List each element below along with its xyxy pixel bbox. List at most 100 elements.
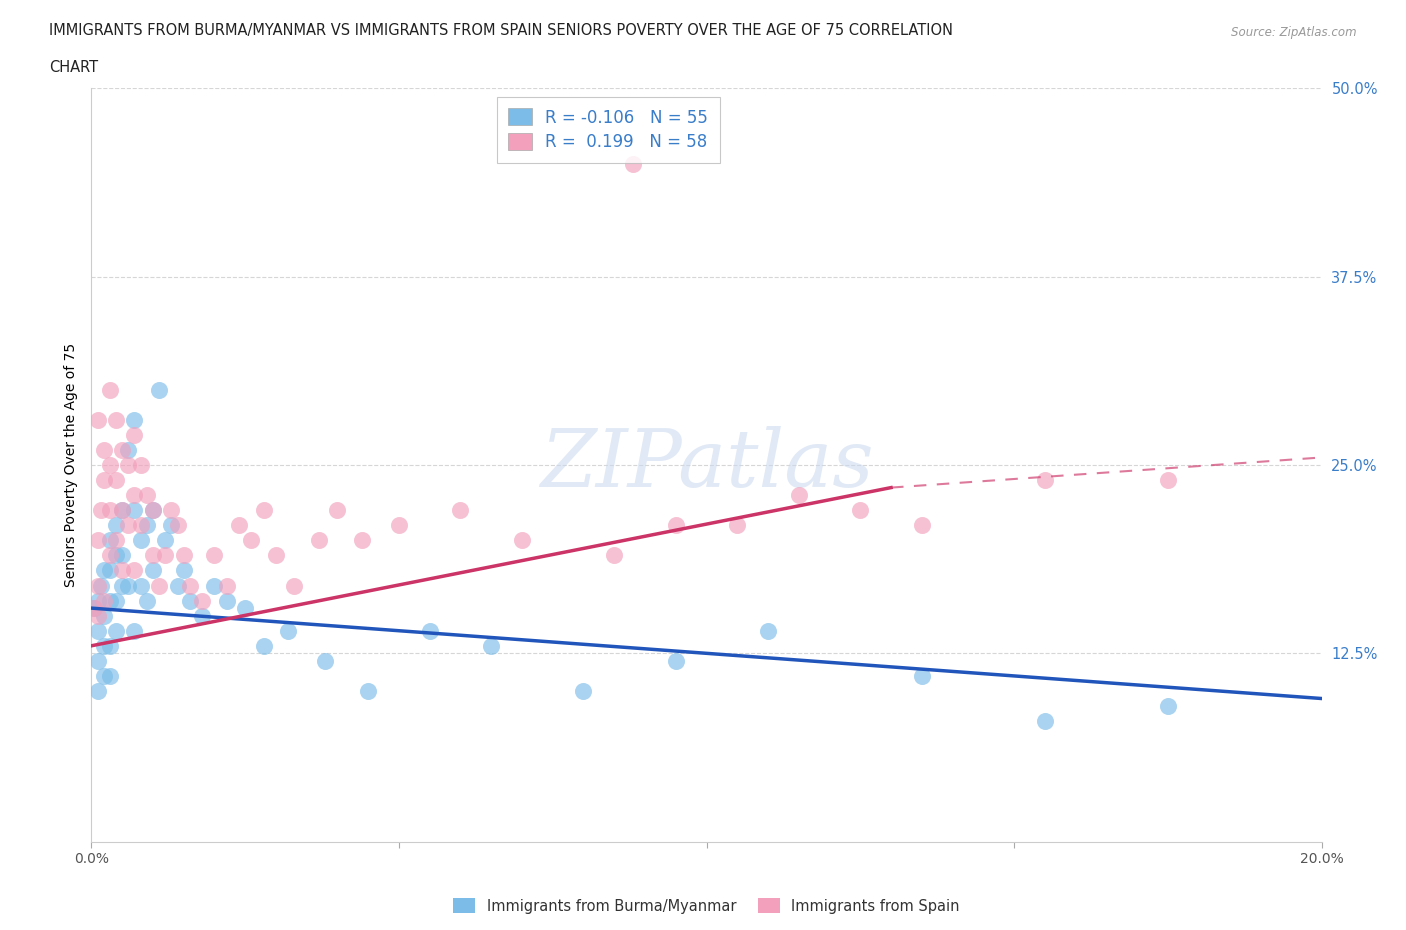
- Point: [665, 518, 688, 533]
- Point: [98, 533, 121, 548]
- Point: [179, 578, 201, 593]
- Point: [215, 593, 238, 608]
- Point: [93, 638, 115, 653]
- Point: [90, 578, 112, 593]
- Point: [1157, 698, 1180, 713]
- Point: [264, 548, 287, 563]
- Point: [105, 548, 127, 563]
- Point: [350, 533, 373, 548]
- Point: [98, 593, 121, 608]
- Point: [202, 578, 225, 593]
- Point: [756, 623, 779, 638]
- Point: [124, 487, 146, 502]
- Point: [603, 548, 626, 563]
- Point: [86, 593, 108, 608]
- Point: [93, 563, 115, 578]
- Point: [308, 533, 330, 548]
- Point: [93, 669, 115, 684]
- Text: ZIPatlas: ZIPatlas: [540, 426, 873, 504]
- Point: [173, 548, 195, 563]
- Point: [142, 563, 165, 578]
- Point: [191, 608, 214, 623]
- Point: [148, 382, 170, 397]
- Point: [314, 654, 336, 669]
- Point: [179, 593, 201, 608]
- Point: [253, 503, 276, 518]
- Point: [419, 623, 441, 638]
- Text: CHART: CHART: [49, 60, 98, 75]
- Point: [98, 458, 121, 472]
- Point: [111, 578, 134, 593]
- Point: [1033, 472, 1056, 487]
- Point: [166, 518, 188, 533]
- Point: [326, 503, 349, 518]
- Point: [725, 518, 748, 533]
- Point: [510, 533, 533, 548]
- Point: [98, 548, 121, 563]
- Point: [105, 412, 127, 427]
- Point: [142, 503, 165, 518]
- Point: [135, 518, 157, 533]
- Point: [1157, 472, 1180, 487]
- Point: [93, 593, 115, 608]
- Point: [129, 578, 152, 593]
- Point: [283, 578, 305, 593]
- Point: [111, 503, 134, 518]
- Point: [849, 503, 872, 518]
- Point: [357, 684, 380, 698]
- Point: [215, 578, 238, 593]
- Point: [240, 533, 263, 548]
- Point: [111, 563, 134, 578]
- Point: [621, 156, 644, 171]
- Point: [98, 563, 121, 578]
- Point: [129, 458, 152, 472]
- Point: [135, 487, 157, 502]
- Legend: Immigrants from Burma/Myanmar, Immigrants from Spain: Immigrants from Burma/Myanmar, Immigrant…: [446, 891, 967, 921]
- Point: [1033, 713, 1056, 728]
- Point: [665, 654, 688, 669]
- Point: [153, 548, 177, 563]
- Point: [117, 443, 139, 458]
- Point: [202, 548, 225, 563]
- Point: [388, 518, 411, 533]
- Point: [129, 533, 152, 548]
- Text: IMMIGRANTS FROM BURMA/MYANMAR VS IMMIGRANTS FROM SPAIN SENIORS POVERTY OVER THE : IMMIGRANTS FROM BURMA/MYANMAR VS IMMIGRA…: [49, 23, 953, 38]
- Point: [111, 503, 134, 518]
- Point: [90, 503, 112, 518]
- Point: [98, 503, 121, 518]
- Text: Source: ZipAtlas.com: Source: ZipAtlas.com: [1232, 26, 1357, 39]
- Point: [86, 533, 108, 548]
- Point: [86, 623, 108, 638]
- Point: [111, 548, 134, 563]
- Point: [98, 638, 121, 653]
- Point: [86, 578, 108, 593]
- Point: [98, 382, 121, 397]
- Point: [911, 669, 934, 684]
- Point: [124, 428, 146, 443]
- Point: [277, 623, 299, 638]
- Point: [93, 472, 115, 487]
- Point: [233, 601, 256, 616]
- Point: [117, 518, 139, 533]
- Point: [86, 412, 108, 427]
- Point: [83, 601, 105, 616]
- Point: [911, 518, 934, 533]
- Point: [83, 601, 105, 616]
- Point: [166, 578, 188, 593]
- Point: [86, 608, 108, 623]
- Point: [148, 578, 170, 593]
- Point: [105, 533, 127, 548]
- Point: [135, 593, 157, 608]
- Point: [142, 548, 165, 563]
- Point: [105, 472, 127, 487]
- Point: [449, 503, 471, 518]
- Point: [124, 412, 146, 427]
- Point: [98, 669, 121, 684]
- Point: [124, 563, 146, 578]
- Point: [160, 518, 183, 533]
- Point: [129, 518, 152, 533]
- Point: [117, 578, 139, 593]
- Point: [160, 503, 183, 518]
- Point: [173, 563, 195, 578]
- Point: [253, 638, 276, 653]
